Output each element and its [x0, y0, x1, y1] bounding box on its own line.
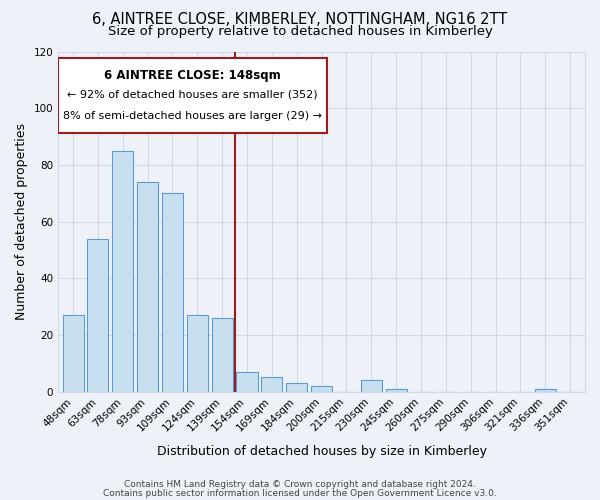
- FancyBboxPatch shape: [58, 58, 327, 133]
- Y-axis label: Number of detached properties: Number of detached properties: [15, 123, 28, 320]
- Bar: [361, 380, 382, 392]
- Bar: [162, 193, 183, 392]
- Bar: [137, 182, 158, 392]
- Bar: [88, 238, 109, 392]
- Bar: [236, 372, 257, 392]
- Bar: [262, 378, 283, 392]
- Bar: [212, 318, 233, 392]
- Text: 6 AINTREE CLOSE: 148sqm: 6 AINTREE CLOSE: 148sqm: [104, 68, 281, 82]
- Text: 8% of semi-detached houses are larger (29) →: 8% of semi-detached houses are larger (2…: [63, 112, 322, 122]
- Bar: [311, 386, 332, 392]
- Bar: [535, 389, 556, 392]
- Bar: [62, 315, 83, 392]
- Bar: [187, 315, 208, 392]
- Text: 6, AINTREE CLOSE, KIMBERLEY, NOTTINGHAM, NG16 2TT: 6, AINTREE CLOSE, KIMBERLEY, NOTTINGHAM,…: [92, 12, 508, 28]
- Bar: [386, 389, 407, 392]
- X-axis label: Distribution of detached houses by size in Kimberley: Distribution of detached houses by size …: [157, 444, 487, 458]
- Bar: [112, 150, 133, 392]
- Text: Contains HM Land Registry data © Crown copyright and database right 2024.: Contains HM Land Registry data © Crown c…: [124, 480, 476, 489]
- Text: Contains public sector information licensed under the Open Government Licence v3: Contains public sector information licen…: [103, 488, 497, 498]
- Text: ← 92% of detached houses are smaller (352): ← 92% of detached houses are smaller (35…: [67, 90, 318, 100]
- Text: Size of property relative to detached houses in Kimberley: Size of property relative to detached ho…: [107, 25, 493, 38]
- Bar: [286, 383, 307, 392]
